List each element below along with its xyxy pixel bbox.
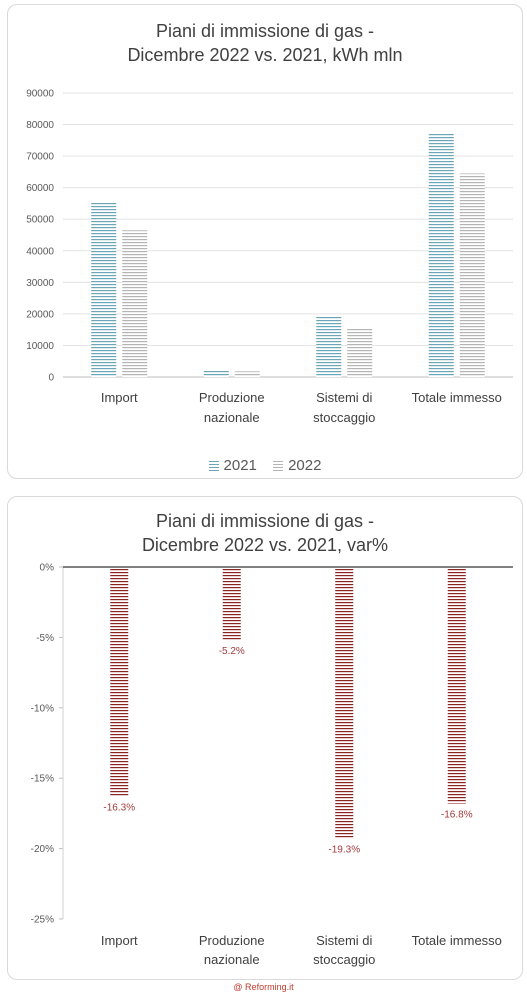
chart-title-line: Piani di immissione di gas - (155, 511, 375, 531)
chart-title-line: Dicembre 2022 vs. 2021, var% (141, 535, 389, 555)
chart-legend: 2021 2022 (8, 457, 522, 475)
y-tick-label: 10000 (26, 341, 54, 352)
y-tick-label: -15% (31, 774, 54, 785)
y-tick-label: -25% (31, 915, 54, 926)
y-tick-label: 60000 (26, 183, 54, 194)
y-tick-label: 20000 (26, 309, 54, 320)
bar-chart-var: 0% -5% -10% -15% -20% -25% -16.3% Import -5.2% Pr… (31, 563, 513, 967)
x-category-label: Produzione (199, 390, 265, 405)
legend-swatch-2021 (208, 460, 219, 471)
x-category-label: Import (101, 390, 138, 405)
bar-2022 (234, 371, 260, 377)
chart-panel-var: Piani di immissione di gas - Dicembre 20… (7, 496, 523, 980)
y-tick-label: 80000 (26, 120, 54, 131)
data-label: -16.8% (441, 810, 473, 821)
bar-2021 (203, 370, 229, 377)
x-category-label: stoccaggio (313, 410, 375, 425)
data-label: -19.3% (328, 845, 360, 856)
data-label: -16.3% (103, 803, 135, 814)
bar-2022 (347, 327, 373, 377)
chart-panel-kwh: Piani di immissione di gas - Dicembre 20… (7, 4, 523, 479)
x-category-label: Import (101, 933, 138, 948)
chart-title-line: Dicembre 2022 vs. 2021, kWh mln (127, 45, 403, 65)
y-tick-label: -5% (36, 633, 54, 644)
y-tick-label: -10% (31, 703, 54, 714)
bar-var (222, 567, 241, 641)
y-tick-label: 30000 (26, 278, 54, 289)
x-category-label: Sistemi di (316, 390, 372, 405)
bar-2021 (316, 315, 342, 377)
legend-item-2022: 2022 (273, 457, 321, 474)
y-tick-label: 70000 (26, 152, 54, 163)
chart-title-line: Piani di immissione di gas - (155, 21, 375, 41)
x-category-label: Totale immesso (412, 390, 502, 405)
y-tick-label: 0 (48, 373, 54, 384)
footer-credit: @ Reforming.it (233, 982, 294, 992)
chart-title-kwh: Piani di immissione di gas - Dicembre 20… (8, 19, 522, 67)
y-tick-label: 50000 (26, 215, 54, 226)
x-category-label: nazionale (204, 952, 260, 967)
bar-var (335, 567, 354, 839)
legend-label: 2022 (288, 457, 322, 474)
y-tick-label: -20% (31, 844, 54, 855)
bar-var (447, 567, 466, 804)
y-tick-label: 90000 (26, 89, 54, 100)
legend-label: 2021 (223, 457, 257, 474)
legend-swatch-2022 (273, 460, 284, 471)
bar-2021 (91, 201, 117, 377)
x-category-label: nazionale (204, 410, 260, 425)
bar-2021 (428, 134, 454, 377)
x-category-label: Produzione (199, 933, 265, 948)
bar-chart-kwh: 0 10000 20000 30000 40000 50000 60000 70000 8000… (26, 89, 513, 425)
x-category-label: stoccaggio (313, 952, 375, 967)
bar-2022 (459, 173, 485, 377)
data-label: -5.2% (219, 646, 245, 657)
y-tick-label: 0% (40, 563, 55, 574)
x-category-label: Sistemi di (316, 933, 372, 948)
legend-item-2021: 2021 (208, 457, 257, 474)
bar-2022 (122, 230, 148, 377)
chart-title-var: Piani di immissione di gas - Dicembre 20… (8, 509, 522, 557)
y-tick-label: 40000 (26, 246, 54, 257)
bar-var (110, 567, 129, 797)
x-category-label: Totale immesso (412, 933, 502, 948)
